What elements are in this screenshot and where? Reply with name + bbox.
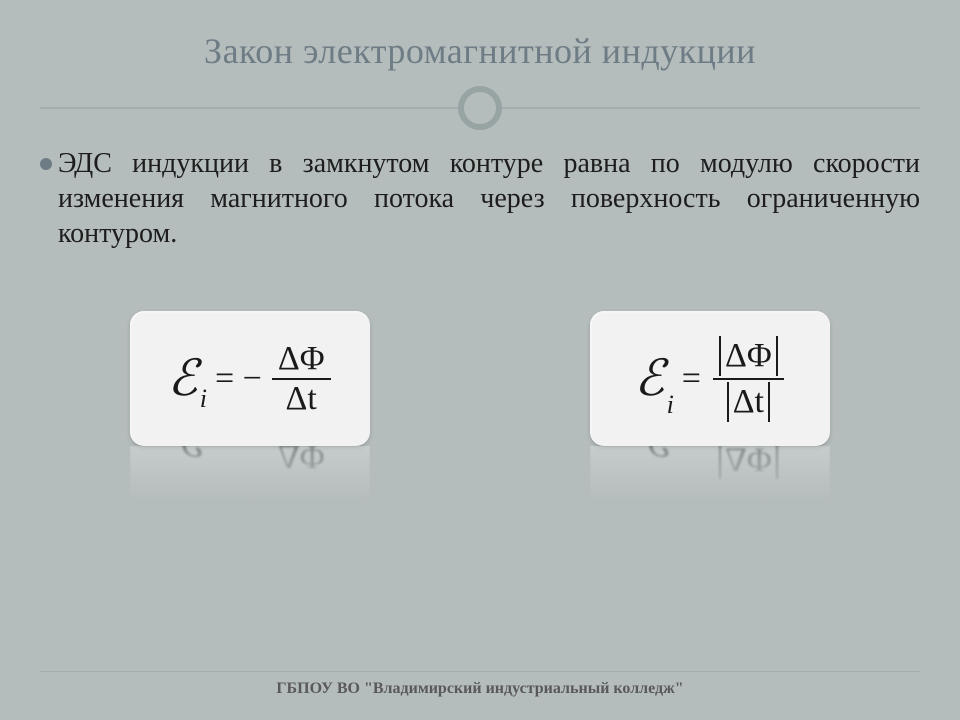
slide: Закон электромагнитной индукции ЭДС инду… [0, 0, 960, 720]
numerator: ΔΦ [272, 340, 331, 378]
abs-bar [776, 336, 778, 376]
body: ЭДС индукции в замкнутом контуре равна п… [40, 146, 920, 251]
emf-subscript: i [198, 386, 207, 412]
denominator-abs: Δt [721, 380, 776, 424]
slide-title: Закон электромагнитной индукции [40, 30, 920, 72]
formula-row: ℰ i = − ΔΦ Δt ℰ i = − [40, 311, 920, 446]
bullet-icon [40, 158, 52, 170]
eq-prefix-left: = − [207, 362, 270, 396]
formula-slot-left: ℰ i = − ΔΦ Δt ℰ i = − [130, 311, 370, 446]
bullet-item: ЭДС индукции в замкнутом контуре равна п… [40, 146, 920, 251]
emf-symbol: ℰ [167, 354, 197, 404]
reflection-fade-left [130, 446, 370, 504]
eq-prefix-right: = [674, 362, 711, 396]
numerator-abs: ΔΦ [713, 334, 784, 378]
formula-card-right: ℰ i = ΔΦ Δt [590, 311, 830, 446]
reflection-fade-right [590, 446, 830, 504]
denominator: Δt [280, 380, 323, 418]
title-divider [40, 84, 920, 132]
emf-subscript: i [665, 392, 674, 418]
emf-symbol: ℰ [634, 354, 664, 404]
fraction-right: ΔΦ Δt [713, 334, 784, 424]
reflection-left: ℰ i = − ΔΦ Δt [130, 446, 370, 504]
body-text: ЭДС индукции в замкнутом контуре равна п… [58, 146, 920, 251]
abs-bar [768, 382, 770, 422]
fraction-left: ΔΦ Δt [272, 340, 331, 418]
numerator: ΔΦ [721, 339, 776, 373]
reflection-right: ℰ i = ΔΦ Δt [590, 446, 830, 504]
equation-left: ℰ i = − ΔΦ Δt [167, 340, 332, 418]
denominator: Δt [729, 385, 768, 419]
formula-slot-right: ℰ i = ΔΦ Δt [590, 311, 830, 446]
footer-text: ГБПОУ ВО "Владимирский индустриальный ко… [0, 680, 960, 698]
divider-ring-icon [458, 86, 502, 130]
formula-card-left: ℰ i = − ΔΦ Δt [130, 311, 370, 446]
equation-right: ℰ i = ΔΦ Δt [634, 334, 785, 424]
footer-line [40, 671, 920, 672]
